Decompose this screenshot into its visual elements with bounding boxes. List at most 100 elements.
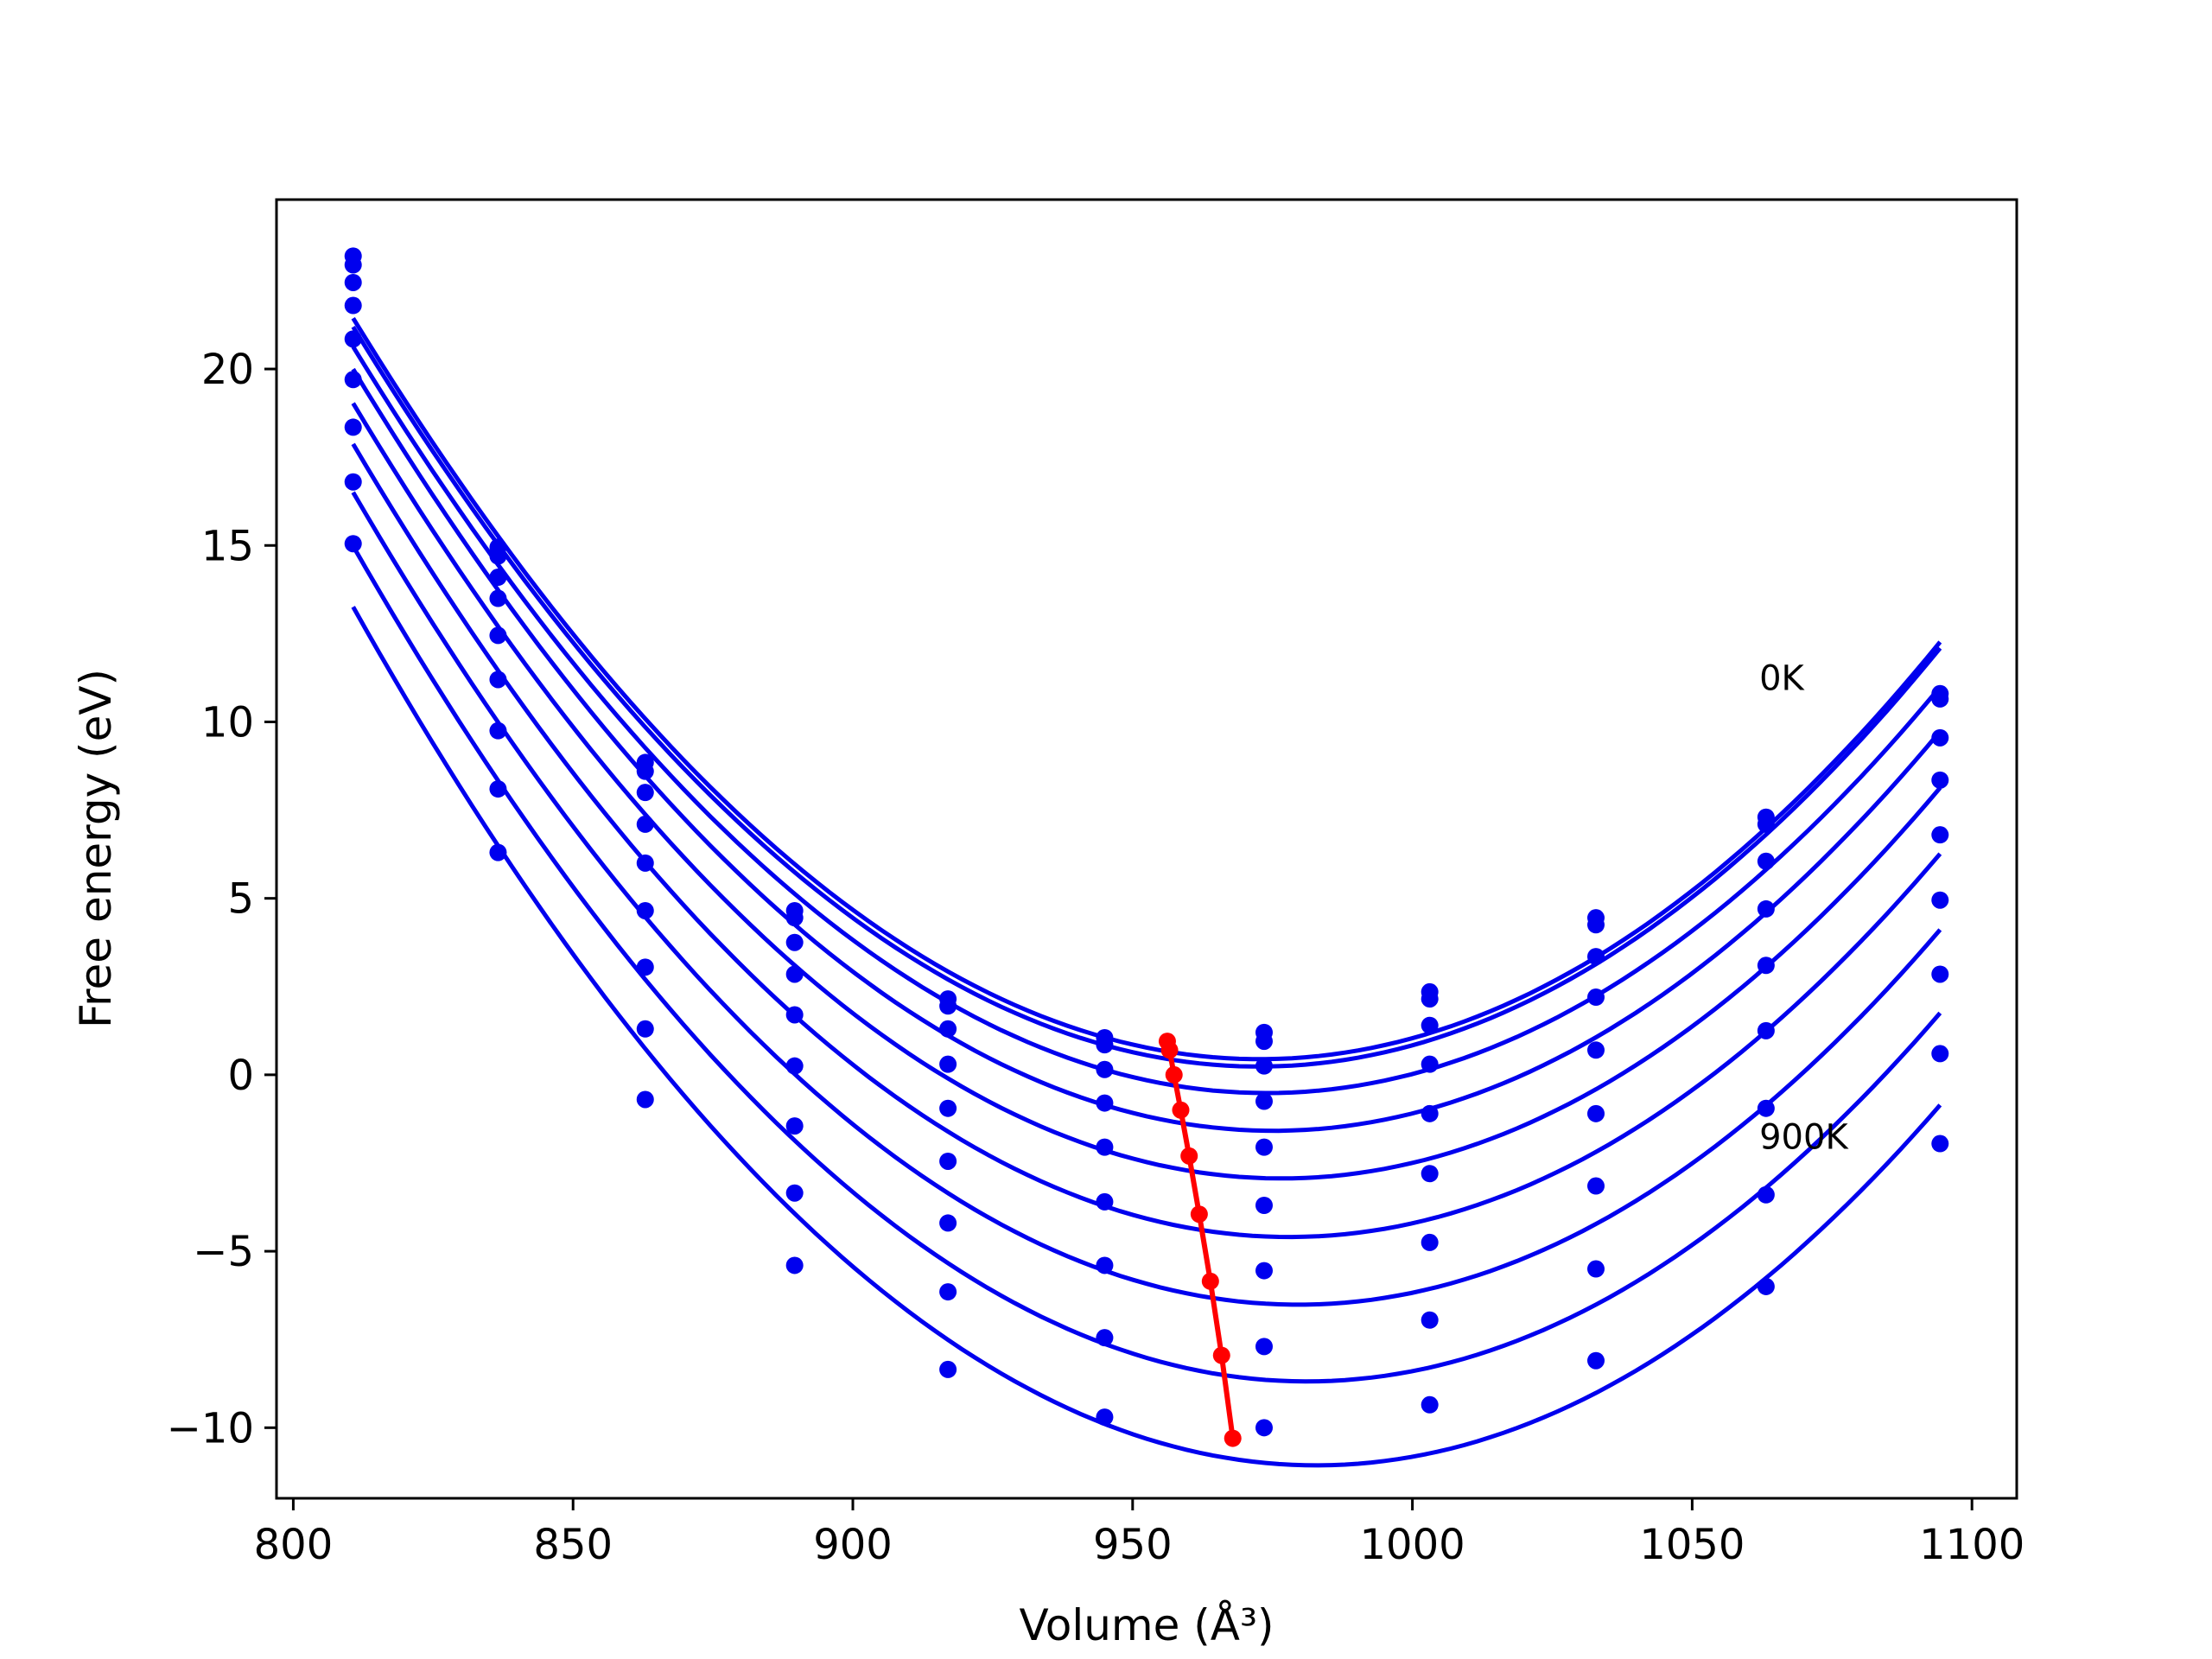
y-tick-label: 10	[201, 698, 254, 747]
x-tick-label: 1000	[1360, 1521, 1465, 1569]
data-point	[1587, 1260, 1605, 1278]
minimum-point	[1165, 1065, 1183, 1084]
minimum-path	[1158, 1033, 1242, 1447]
data-point	[1757, 1099, 1775, 1117]
data-point	[1931, 1135, 1949, 1153]
data-points	[344, 247, 1949, 1437]
x-tick-label: 900	[813, 1521, 893, 1569]
data-point	[636, 762, 654, 780]
data-point	[1255, 1033, 1273, 1051]
data-point	[785, 909, 804, 927]
data-point	[785, 1184, 804, 1202]
data-point	[785, 933, 804, 951]
data-point	[1255, 1262, 1273, 1280]
fit-curve-3	[351, 367, 1942, 1134]
data-point	[489, 547, 507, 565]
data-point	[1421, 1165, 1439, 1183]
fit-curve-7	[351, 544, 1942, 1384]
data-point	[1096, 1329, 1114, 1347]
data-point	[344, 296, 362, 315]
data-point	[489, 780, 507, 798]
data-point	[1931, 728, 1949, 747]
data-point	[1587, 1041, 1605, 1059]
x-axis-label: Volume (Å³)	[1019, 1600, 1274, 1650]
data-point	[636, 901, 654, 919]
data-point	[489, 721, 507, 740]
data-point	[1096, 1036, 1114, 1054]
data-point	[939, 1214, 957, 1232]
data-point	[939, 1055, 957, 1073]
temperature-annotation: 0K	[1759, 659, 1805, 699]
data-point	[1757, 852, 1775, 870]
data-point	[489, 843, 507, 861]
data-point	[785, 1117, 804, 1135]
data-point	[489, 589, 507, 607]
data-point	[636, 784, 654, 802]
x-tick-label: 850	[533, 1521, 613, 1569]
data-point	[344, 273, 362, 291]
free-energy-curves	[351, 316, 1942, 1468]
data-point	[1096, 1192, 1114, 1211]
data-point	[1255, 1057, 1273, 1075]
data-point	[1757, 815, 1775, 833]
data-point	[1587, 988, 1605, 1007]
data-point	[1255, 1338, 1273, 1356]
data-point	[636, 1090, 654, 1109]
data-point	[1757, 1277, 1775, 1295]
data-point	[1421, 1055, 1439, 1073]
data-point	[939, 1283, 957, 1301]
data-point	[1255, 1197, 1273, 1215]
data-point	[636, 958, 654, 976]
y-tick-label: 15	[201, 522, 254, 570]
data-point	[344, 418, 362, 436]
minimum-point	[1190, 1205, 1208, 1224]
data-point	[1421, 1395, 1439, 1414]
data-point	[939, 997, 957, 1015]
data-point	[1587, 948, 1605, 966]
data-point	[1587, 1104, 1605, 1122]
data-point	[1421, 990, 1439, 1008]
data-point	[1421, 1104, 1439, 1122]
data-point	[344, 473, 362, 491]
data-point	[1096, 1060, 1114, 1078]
data-point	[785, 1057, 804, 1075]
data-point	[1587, 1177, 1605, 1195]
data-point	[1931, 965, 1949, 983]
fit-curve-2	[351, 345, 1942, 1096]
data-point	[1096, 1138, 1114, 1156]
data-point	[785, 1256, 804, 1274]
data-point	[1096, 1256, 1114, 1274]
data-point	[1931, 826, 1949, 844]
x-tick-label: 1050	[1639, 1521, 1745, 1569]
data-point	[1757, 957, 1775, 975]
x-tick-label: 950	[1093, 1521, 1173, 1569]
data-point	[344, 535, 362, 553]
data-point	[1757, 899, 1775, 918]
data-point	[636, 854, 654, 872]
fit-curve-4	[351, 402, 1942, 1181]
annotations: 0K 900K	[1759, 659, 1849, 1158]
data-point	[1931, 1045, 1949, 1063]
x-tick-label: 800	[254, 1521, 334, 1569]
data-point	[1096, 1408, 1114, 1427]
y-tick-label: 20	[201, 346, 254, 394]
fit-curve-6	[351, 491, 1942, 1307]
data-point	[939, 1020, 957, 1038]
data-point	[1421, 1311, 1439, 1329]
minimum-point	[1160, 1041, 1179, 1059]
data-point	[1421, 1233, 1439, 1251]
x-axis-ticks: 800 850 900 950 1000 1050 1100	[254, 1498, 2024, 1569]
fit-curve-1	[351, 325, 1942, 1069]
data-point	[344, 371, 362, 389]
data-point	[1931, 771, 1949, 789]
data-point	[1096, 1094, 1114, 1112]
data-point	[489, 569, 507, 587]
data-point	[785, 1006, 804, 1024]
data-point	[1255, 1092, 1273, 1110]
data-point	[1421, 1016, 1439, 1034]
fit-curve-8	[351, 606, 1942, 1468]
data-point	[636, 1020, 654, 1038]
minimum-point	[1224, 1429, 1242, 1447]
fit-curve-5	[351, 442, 1942, 1240]
